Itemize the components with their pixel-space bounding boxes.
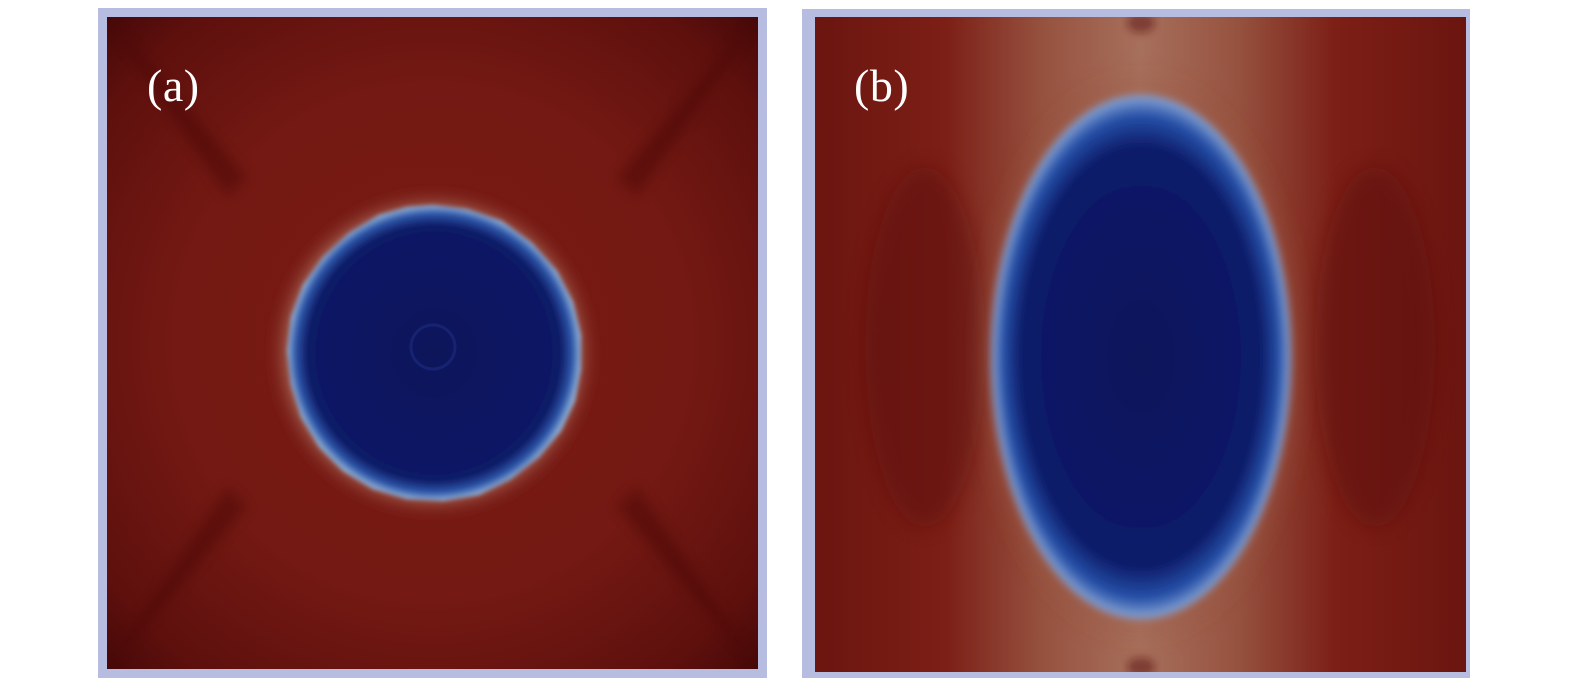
panel-b: (b) bbox=[802, 9, 1470, 678]
field-image-b bbox=[815, 17, 1466, 672]
panel-label: (b) bbox=[854, 60, 910, 111]
field-image-a bbox=[107, 17, 758, 669]
panel-label: (a) bbox=[147, 60, 200, 111]
panel-a: (a) bbox=[98, 8, 767, 678]
